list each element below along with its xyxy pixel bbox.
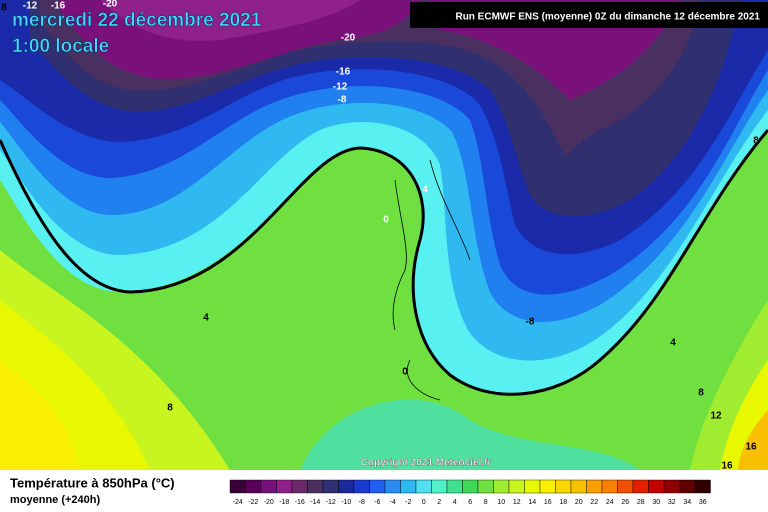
scale-swatch <box>679 479 696 494</box>
scale-label: 20 <box>575 499 583 506</box>
scale-swatch <box>493 479 510 494</box>
contour-label: -12 <box>333 82 348 93</box>
contour-label: 8 <box>1 3 7 14</box>
footer-title: Température à 850hPa (°C) <box>10 475 175 490</box>
scale-label: 6 <box>468 499 472 506</box>
scale-label: 4 <box>453 499 457 506</box>
scale-label: -16 <box>295 499 305 506</box>
contour-label: 0 <box>402 367 408 378</box>
contour-label: 16 <box>745 442 757 453</box>
scale-label: 8 <box>484 499 488 506</box>
contour-label: 0 <box>383 215 389 226</box>
scale-label: 22 <box>590 499 598 506</box>
scale-swatch <box>245 479 262 494</box>
scale-label: -14 <box>310 499 320 506</box>
scale-label: 18 <box>559 499 567 506</box>
contour-label: 8 <box>167 403 173 414</box>
copyright: Copyright 2021 Meteociel.fr <box>361 458 492 469</box>
zero-contour <box>0 129 768 396</box>
contour-label: 4 <box>422 185 428 196</box>
scale-swatch <box>369 479 386 494</box>
scale-label: 28 <box>637 499 645 506</box>
map-time: 1:00 locale <box>12 36 109 57</box>
scale-label: 2 <box>437 499 441 506</box>
scale-swatch <box>617 479 634 494</box>
scale-swatch <box>477 479 494 494</box>
scale-swatch <box>307 479 324 494</box>
contour-label: -16 <box>51 1 66 12</box>
scale-swatch <box>400 479 417 494</box>
scale-label: -18 <box>279 499 289 506</box>
scale-swatch <box>555 479 572 494</box>
contour-label: 8 <box>753 136 759 147</box>
footer-subtitle: moyenne (+240h) <box>10 494 101 506</box>
contour-label: 4 <box>203 313 209 324</box>
temp-band <box>738 410 768 470</box>
scale-label: -12 <box>326 499 336 506</box>
scale-swatch <box>291 479 308 494</box>
contour-label: -20 <box>341 33 356 44</box>
temp-band <box>0 360 80 470</box>
temp-band <box>300 399 640 470</box>
contour-label: -12 <box>23 1 38 12</box>
scale-label: 16 <box>544 499 552 506</box>
scale-swatch <box>648 479 665 494</box>
scale-label: -2 <box>405 499 411 506</box>
run-banner <box>410 2 768 28</box>
scale-swatch <box>524 479 541 494</box>
scale-label: -8 <box>359 499 365 506</box>
scale-swatch <box>322 479 339 494</box>
scale-label: -6 <box>374 499 380 506</box>
scale-label: 32 <box>668 499 676 506</box>
scale-label: 30 <box>652 499 660 506</box>
scale-swatch <box>462 479 479 494</box>
scale-label: 0 <box>422 499 426 506</box>
scale-label: 34 <box>683 499 691 506</box>
map-date: mercredi 22 décembre 2021 <box>12 10 262 31</box>
coastline <box>392 159 471 401</box>
color-scale: -24 -22 -20 -18 -16 -14 -12 -10 -8 -6 -4 -2 0 2 4 6 8 10 1… <box>229 479 711 506</box>
scale-swatch <box>353 479 370 494</box>
scale-swatch <box>539 479 556 494</box>
contour-label: -8 <box>526 317 535 328</box>
scale-swatch <box>663 479 680 494</box>
contour-label: 8 <box>698 388 704 399</box>
scale-swatch <box>446 479 463 494</box>
contour-label: -20 <box>103 0 118 10</box>
scale-label: 36 <box>699 499 707 506</box>
scale-label: 14 <box>528 499 536 506</box>
scale-label: 12 <box>513 499 521 506</box>
scale-label: -4 <box>390 499 396 506</box>
scale-label: 10 <box>497 499 505 506</box>
run-info: Run ECMWF ENS (moyenne) 0Z du dimanche 1… <box>455 12 760 23</box>
scale-swatch <box>570 479 587 494</box>
scale-swatch <box>601 479 618 494</box>
scale-swatch <box>586 479 603 494</box>
scale-swatch <box>338 479 355 494</box>
scale-label: -20 <box>264 499 274 506</box>
scale-label: -10 <box>341 499 351 506</box>
scale-swatch <box>276 479 293 494</box>
contour-label: 12 <box>710 411 722 422</box>
temp-band <box>100 0 360 41</box>
map: -12 -16 -20 8 -20 -16 -12 -8 4 0 4 0 8 -… <box>0 0 768 472</box>
scale-swatch <box>260 479 277 494</box>
contour-label: 16 <box>721 461 733 472</box>
scale-label: -22 <box>248 499 258 506</box>
scale-label: 24 <box>606 499 614 506</box>
contour-label: -8 <box>338 95 347 106</box>
scale-label: 26 <box>621 499 629 506</box>
scale-swatch <box>229 479 246 494</box>
scale-label: -24 <box>233 499 243 506</box>
scale-swatch <box>431 479 448 494</box>
scale-swatch <box>508 479 525 494</box>
contour-label: -16 <box>336 67 351 78</box>
scale-swatch <box>415 479 432 494</box>
scale-swatch <box>694 479 711 494</box>
scale-swatch <box>384 479 401 494</box>
contour-label: 4 <box>670 338 676 349</box>
scale-swatch <box>632 479 649 494</box>
